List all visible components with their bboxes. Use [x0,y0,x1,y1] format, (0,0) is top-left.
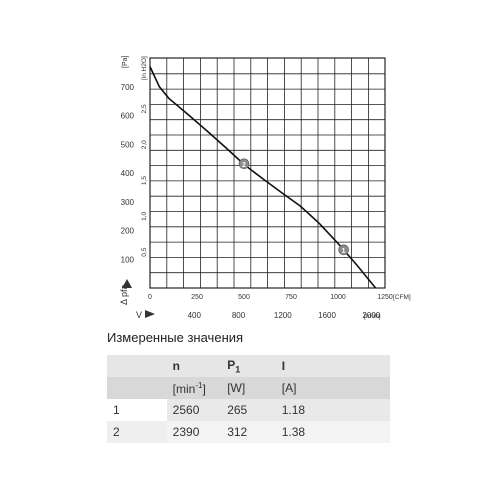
unit-cell-power: [W] [221,377,276,399]
table-row: 2 2390 312 1.38 [107,421,390,443]
secondary-tick-label: 2,5 [141,104,148,113]
row-power: 312 [221,421,276,443]
row-id: 1 [107,399,167,421]
unit-speed-end: ] [202,381,206,396]
y-tick-label: 100 [121,255,135,264]
x-tick-label-m3h: 1600 [318,311,336,320]
x-tick-label-cfm: 1250 [377,294,393,301]
operating-point-marker [338,244,349,256]
x-tick-label-cfm: 500 [238,294,250,301]
marker-label: 1 [342,248,346,255]
table-header-row: n P1 I [107,355,390,377]
header-cell-power: P1 [221,355,276,377]
y-tick-label: 600 [121,112,135,121]
row-current: 1.18 [275,399,390,421]
header-cell-speed: n [166,355,222,377]
header-power-subscript: 1 [235,364,241,375]
header-cell-current: I [275,355,390,377]
row-speed: 2390 [166,421,222,443]
unit-speed-main: [min [172,381,196,396]
x-tick-label-cfm: 250 [191,294,203,301]
row-speed: 2560 [166,399,222,421]
x-tick-label-m3h: 400 [188,311,202,320]
secondary-unit-label: [in H2O] [141,56,148,80]
y-tick-label: 400 [121,169,135,178]
x-tick-label-cfm: 0 [148,294,152,301]
y-tick-label: 700 [121,83,135,92]
measured-values-table: n P1 I [min-1] [W] [A] 1 2560 265 1.18 2… [107,355,390,443]
header-power-symbol: P [227,357,236,372]
operating-point-marker [238,158,250,170]
unit-speed-sup: -1 [195,380,203,390]
header-cell-index [107,355,167,377]
secondary-tick-label: 0,5 [141,247,148,256]
unit-cell-index [107,377,167,399]
operating-point-markers: 12 [238,158,349,256]
x-tick-label-m3h: 800 [232,311,246,320]
x-axis-label: V [136,310,142,320]
row-power: 265 [221,399,276,421]
x-unit-cfm: [CFM] [393,294,411,301]
chart-grid [149,57,386,289]
y-tick-label: 500 [121,140,135,149]
x-tick-label-cfm: 1000 [330,294,346,301]
y-tick-label: 200 [121,227,135,236]
x-tick-label-cfm: 750 [285,294,297,301]
y-unit-label: [Pa] [122,55,129,68]
row-id: 2 [107,421,167,443]
axis-labels: 100 200 300 400 500 600 700 [Pa] Δ pfa 0,5 1,0 1,5 2… [119,55,411,320]
table-row: 1 2560 265 1.18 [107,399,390,421]
table-title: Измеренные значения [107,330,244,345]
row-current: 1.38 [275,421,390,443]
y-axis-label: Δ pfa [119,284,129,305]
x-tick-label-m3h: 2000 [362,311,380,320]
curve-layer [149,66,377,289]
x-axis-arrow-icon [145,310,155,318]
fan-curve-chart: 100 200 300 400 500 600 700 [Pa] Δ pfa 0,5 1,0 1,5 2… [119,55,411,320]
x-unit-m3h: [m³/h] [364,313,381,320]
unit-cell-speed: [min-1] [166,377,222,399]
fan-curve-line [149,66,377,289]
secondary-tick-label: 1,5 [141,176,148,185]
unit-cell-current: [A] [275,377,390,399]
y-tick-label: 300 [121,198,135,207]
y-axis-arrow-icon [122,279,132,288]
secondary-tick-label: 2,0 [141,140,148,149]
x-tick-label-m3h: 1200 [274,311,292,320]
marker-label: 2 [242,162,246,169]
table-unit-row: [min-1] [W] [A] [107,377,390,399]
secondary-tick-label: 1,0 [141,211,148,220]
